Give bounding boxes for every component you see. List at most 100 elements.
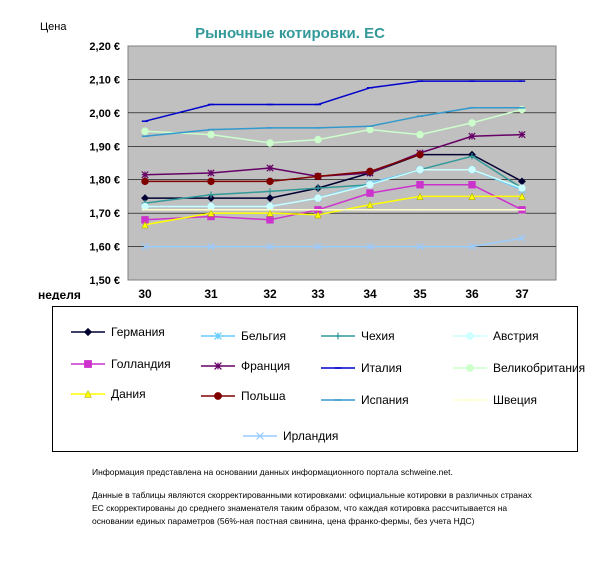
legend-item: Ирландия	[243, 425, 338, 447]
point-marker	[84, 390, 92, 398]
point-marker	[416, 181, 424, 189]
point-marker	[141, 127, 149, 135]
x-tick-label: 32	[263, 287, 277, 300]
legend-swatch	[71, 327, 105, 337]
legend-item: Бельгия	[201, 325, 286, 347]
point-marker	[468, 192, 476, 200]
point-marker	[141, 177, 149, 186]
legend-swatch	[321, 399, 355, 401]
point-marker	[207, 194, 215, 203]
point-marker	[416, 192, 424, 200]
series-line	[144, 80, 522, 122]
series-line	[145, 153, 421, 183]
point-marker	[314, 194, 322, 202]
series-line	[144, 183, 523, 221]
point-marker	[366, 242, 374, 251]
point-marker	[416, 130, 424, 139]
point-marker	[83, 327, 93, 337]
point-marker	[314, 135, 322, 144]
x-tick-label: 35	[413, 287, 427, 300]
point-marker	[266, 209, 274, 217]
point-marker	[214, 362, 222, 370]
y-tick-label: 1,60 €	[89, 242, 120, 254]
point-marker	[141, 221, 149, 229]
point-marker	[366, 167, 374, 176]
legend-label: Испания	[361, 393, 409, 407]
point-marker	[266, 164, 274, 172]
point-marker	[207, 202, 215, 211]
point-marker	[207, 191, 215, 198]
x-tick-label: 30	[138, 287, 152, 300]
point-marker	[366, 189, 374, 197]
point-marker	[518, 192, 526, 200]
x-tick-label: 34	[363, 287, 377, 300]
legend-swatch	[71, 390, 105, 398]
point-marker	[207, 209, 215, 217]
point-marker	[266, 177, 274, 186]
x-tick-label: 31	[204, 287, 218, 300]
point-marker	[466, 332, 474, 340]
series-line	[145, 153, 523, 199]
point-marker	[214, 332, 222, 340]
point-marker	[466, 364, 474, 372]
legend-swatch	[321, 332, 355, 340]
y-tick-label: 2,20 €	[89, 41, 120, 53]
y-tick-labels: 1,50 € 1,60 € 1,70 € 1,80 € 1,90 € 2,00 € 2,10…	[89, 41, 120, 287]
point-marker	[266, 194, 274, 203]
legend-item: Австрия	[453, 325, 539, 347]
point-marker	[468, 119, 476, 127]
y-tick-label: 2,10 €	[89, 74, 120, 86]
point-marker	[214, 392, 222, 400]
legend-item: Германия	[71, 321, 165, 343]
legend-item: Голландия	[71, 353, 171, 375]
legend-item: Великобритания	[453, 357, 585, 379]
legend-item: Чехия	[321, 325, 395, 347]
point-marker	[266, 242, 274, 251]
point-marker	[141, 171, 149, 179]
point-marker	[314, 184, 322, 192]
x-tick-label: 33	[311, 287, 325, 300]
point-marker	[518, 130, 526, 139]
legend-swatch	[71, 360, 105, 368]
plot-area	[127, 45, 557, 281]
legend-label: Голландия	[111, 357, 171, 371]
y-tick-label: 1,50 €	[89, 275, 120, 287]
legend: Германия Бельгия Чехия Австрия Голландия Фран…	[52, 306, 585, 452]
point-marker	[468, 153, 476, 160]
legend-swatch	[201, 362, 235, 370]
y-tick-label: 1,90 €	[89, 141, 120, 153]
y-axis-label: Цена	[40, 21, 67, 33]
point-marker	[256, 432, 264, 440]
series-line	[144, 155, 523, 204]
line-chart: 1,50 € 1,60 € 1,70 € 1,80 € 1,90 € 2,00 € 2,10…	[38, 21, 557, 300]
point-marker	[266, 216, 274, 224]
point-marker	[416, 242, 424, 251]
legend-swatch	[243, 432, 277, 440]
legend-label: Великобритания	[493, 361, 586, 375]
point-marker	[141, 242, 149, 251]
point-marker	[314, 211, 322, 219]
legend-swatch	[201, 392, 235, 400]
point-marker	[314, 172, 322, 181]
legend-swatch	[321, 367, 355, 369]
legend-item: Польша	[201, 385, 286, 407]
point-marker	[366, 201, 374, 209]
series-line	[144, 133, 523, 178]
legend-item: Италия	[321, 357, 402, 379]
point-marker	[366, 125, 374, 134]
legend-label: Австрия	[493, 329, 539, 343]
series-line	[145, 237, 523, 248]
y-tick-label: 1,80 €	[89, 175, 120, 187]
x-axis-label: неделя	[38, 288, 81, 300]
series-line	[144, 108, 523, 144]
series-line	[145, 168, 523, 208]
legend-label: Польша	[241, 389, 286, 403]
point-marker	[266, 139, 274, 147]
y-tick-label: 1,70 €	[89, 208, 120, 220]
point-marker	[518, 234, 526, 242]
point-marker	[207, 242, 215, 251]
point-marker	[468, 132, 476, 140]
legend-label: Дания	[111, 387, 146, 401]
legend-label: Италия	[361, 361, 402, 375]
point-marker	[266, 188, 274, 195]
